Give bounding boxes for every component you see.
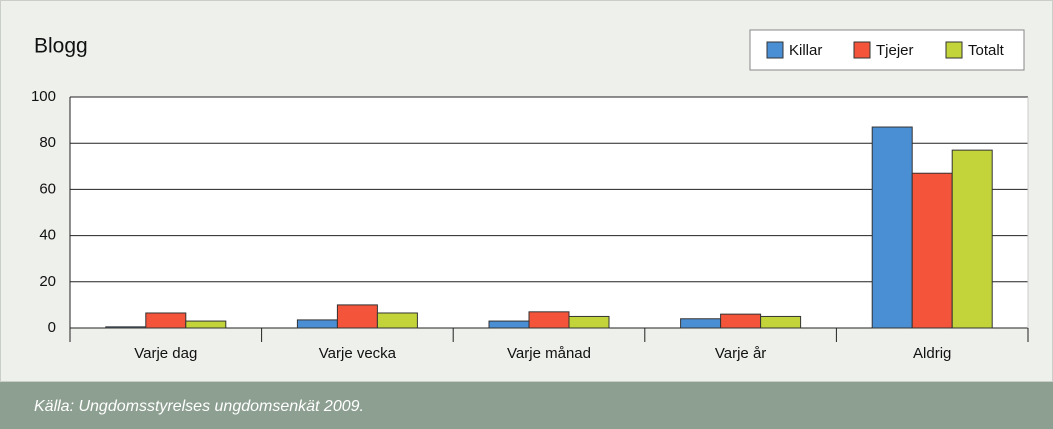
bar [185, 320, 227, 329]
bar [720, 313, 762, 329]
x-tick-label: Varje år [715, 345, 766, 362]
plot-area [70, 97, 1028, 328]
bar [145, 312, 187, 329]
bar [911, 172, 953, 329]
y-tick-label: 20 [39, 273, 56, 290]
legend-swatch [945, 41, 963, 59]
bar [680, 318, 722, 329]
source-note: Källa: Ungdomsstyrelses ungdomsenkät 200… [34, 398, 364, 415]
legend-swatch [853, 41, 871, 59]
y-tick-label: 100 [31, 88, 56, 105]
legend [749, 29, 1025, 71]
source-band [0, 382, 1053, 429]
legend-label: Tjejer [876, 42, 914, 59]
legend-label: Totalt [968, 42, 1005, 59]
y-tick-label: 60 [39, 180, 56, 197]
x-tick-label: Varje dag [134, 345, 197, 362]
legend-label: Killar [789, 42, 822, 59]
legend-swatch [766, 41, 784, 59]
y-tick-label: 80 [39, 134, 56, 151]
x-tick-label: Varje vecka [319, 345, 397, 362]
bar [376, 312, 418, 329]
y-tick-label: 0 [48, 319, 56, 336]
bar [528, 311, 570, 329]
bar [568, 315, 610, 329]
bar [296, 319, 338, 329]
bar [336, 304, 378, 329]
y-tick-label: 40 [39, 227, 56, 244]
bar [760, 315, 802, 329]
bar [105, 326, 147, 329]
bar [951, 149, 993, 329]
x-tick-label: Varje månad [507, 345, 591, 362]
bar [871, 126, 913, 329]
x-tick-label: Aldrig [913, 345, 951, 362]
chart-title: Blogg [34, 35, 88, 58]
bar [488, 320, 530, 329]
